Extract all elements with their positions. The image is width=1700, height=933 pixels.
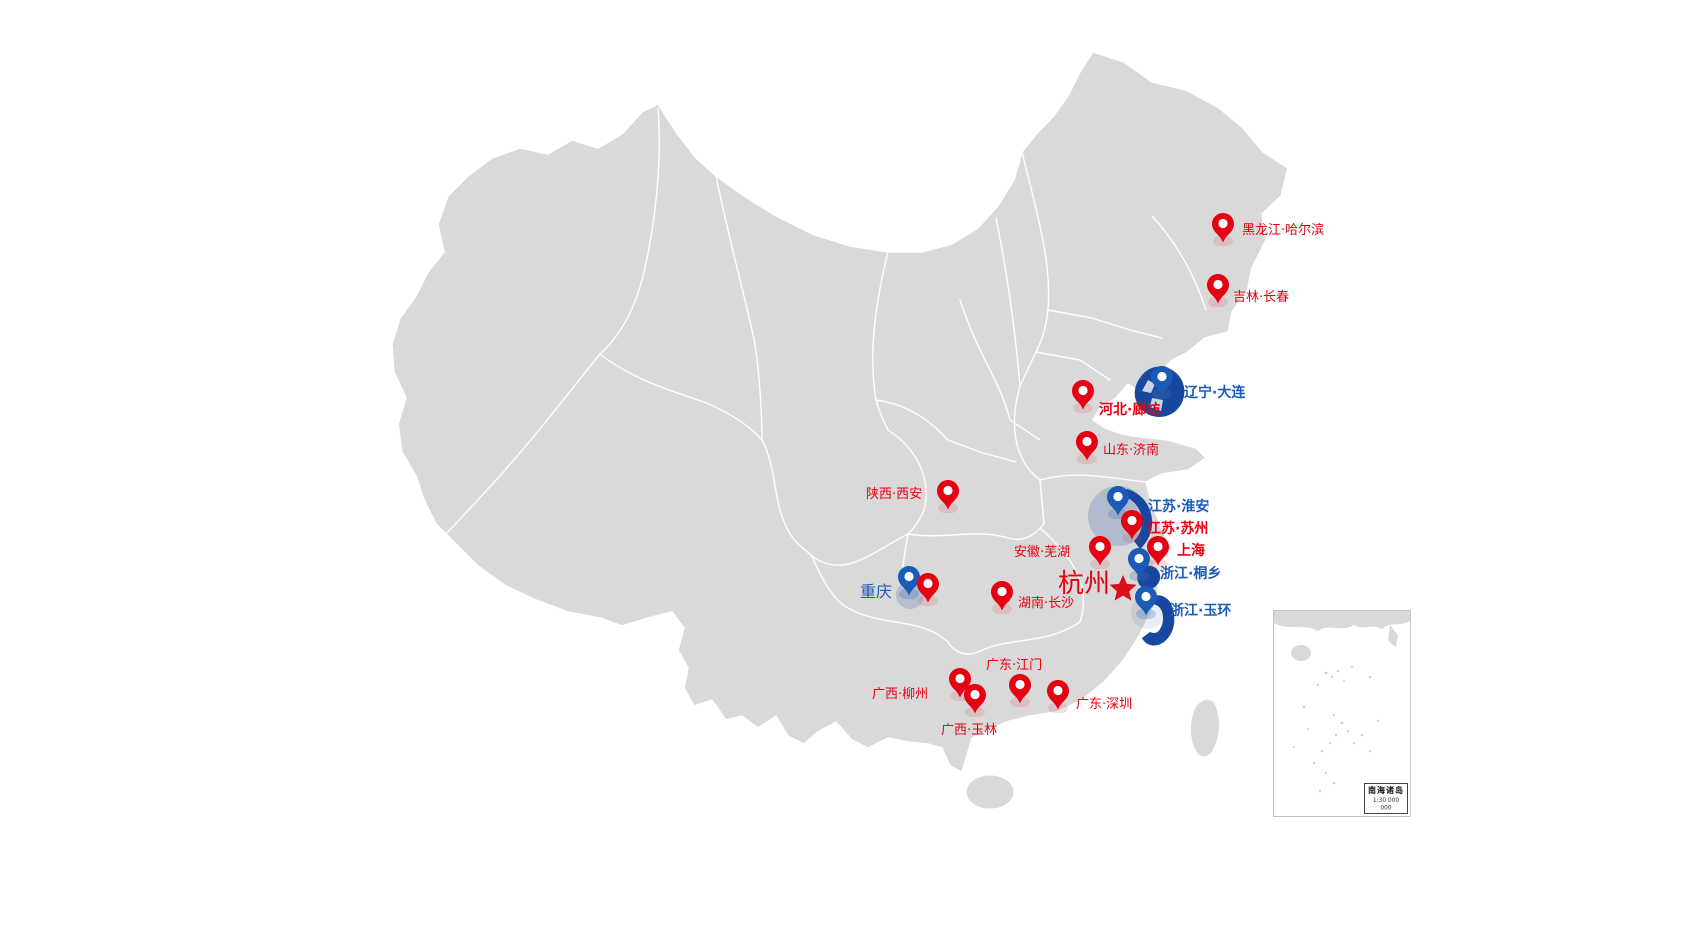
label-wuhu: 安徽·芜湖 <box>1014 545 1071 560</box>
label-tongxiang: 浙江·桐乡 <box>1160 566 1222 582</box>
south-china-sea-inset: 南海诸岛 1:30 000 000 <box>1273 610 1411 817</box>
label-hangzhou: 杭州 <box>1058 569 1111 599</box>
chongqing-halo <box>896 581 924 609</box>
pin-suzhou[interactable] <box>1119 509 1145 543</box>
label-changchun: 吉林·长春 <box>1233 290 1290 305</box>
pin-jiangmen[interactable] <box>1007 673 1033 707</box>
pin-xian[interactable] <box>935 479 961 513</box>
inset-title: 南海诸岛 <box>1368 786 1404 795</box>
label-xian: 陕西·西安 <box>866 487 923 502</box>
label-shenzhen: 广东·深圳 <box>1076 697 1133 712</box>
pin-yuhuan[interactable] <box>1133 585 1159 619</box>
pin-shenzhen[interactable] <box>1045 679 1071 713</box>
label-langfang: 河北·廊坊 <box>1099 402 1161 418</box>
taiwan-island <box>1189 698 1220 758</box>
label-yuhuan: 浙江·玉环 <box>1170 603 1232 619</box>
inset-scale: 1:30 000 000 <box>1372 796 1400 812</box>
label-liuzhou: 广西·柳州 <box>872 687 929 702</box>
pin-changsha[interactable] <box>989 580 1015 614</box>
label-harbin: 黑龙江·哈尔滨 <box>1242 223 1325 238</box>
inset-map <box>1274 611 1410 793</box>
label-shanghai: 上海 <box>1177 543 1205 559</box>
region-yuhuan[interactable] <box>1142 595 1175 646</box>
pin-wuhu[interactable] <box>1087 535 1113 569</box>
label-dalian: 辽宁·大连 <box>1184 385 1246 401</box>
region-tongxiang[interactable] <box>1137 565 1161 590</box>
pin-yulin[interactable] <box>962 683 988 717</box>
hainan-island <box>965 774 1015 810</box>
label-huaian: 江苏·淮安 <box>1148 499 1210 515</box>
pin-huaian[interactable] <box>1105 485 1131 519</box>
pin-changchun[interactable] <box>1205 273 1231 307</box>
label-changsha: 湖南·长沙 <box>1018 596 1075 611</box>
pin-langfang[interactable] <box>1070 379 1096 413</box>
pin-shanghai[interactable] <box>1145 535 1171 569</box>
province-borders <box>439 107 1207 655</box>
pin-chongqing-red[interactable] <box>915 572 941 606</box>
region-huaian[interactable] <box>1123 489 1153 549</box>
inset-label-box: 南海诸岛 1:30 000 000 <box>1364 783 1408 814</box>
inset-islands <box>1293 665 1380 793</box>
label-jinan: 山东·济南 <box>1103 443 1160 458</box>
label-chongqing: 重庆 <box>860 582 893 601</box>
pin-harbin[interactable] <box>1210 212 1236 246</box>
label-jiangmen: 广东·江门 <box>986 658 1043 673</box>
pin-tongxiang[interactable] <box>1126 547 1152 581</box>
label-suzhou: 江苏·苏州 <box>1147 521 1209 537</box>
pin-chongqing-blue[interactable] <box>896 565 922 599</box>
label-yulin: 广西·玉林 <box>941 723 998 738</box>
inset-coastline <box>1274 611 1410 631</box>
pin-jinan[interactable] <box>1074 430 1100 464</box>
hq-star[interactable] <box>1108 573 1138 603</box>
pin-dalian[interactable] <box>1149 365 1175 399</box>
